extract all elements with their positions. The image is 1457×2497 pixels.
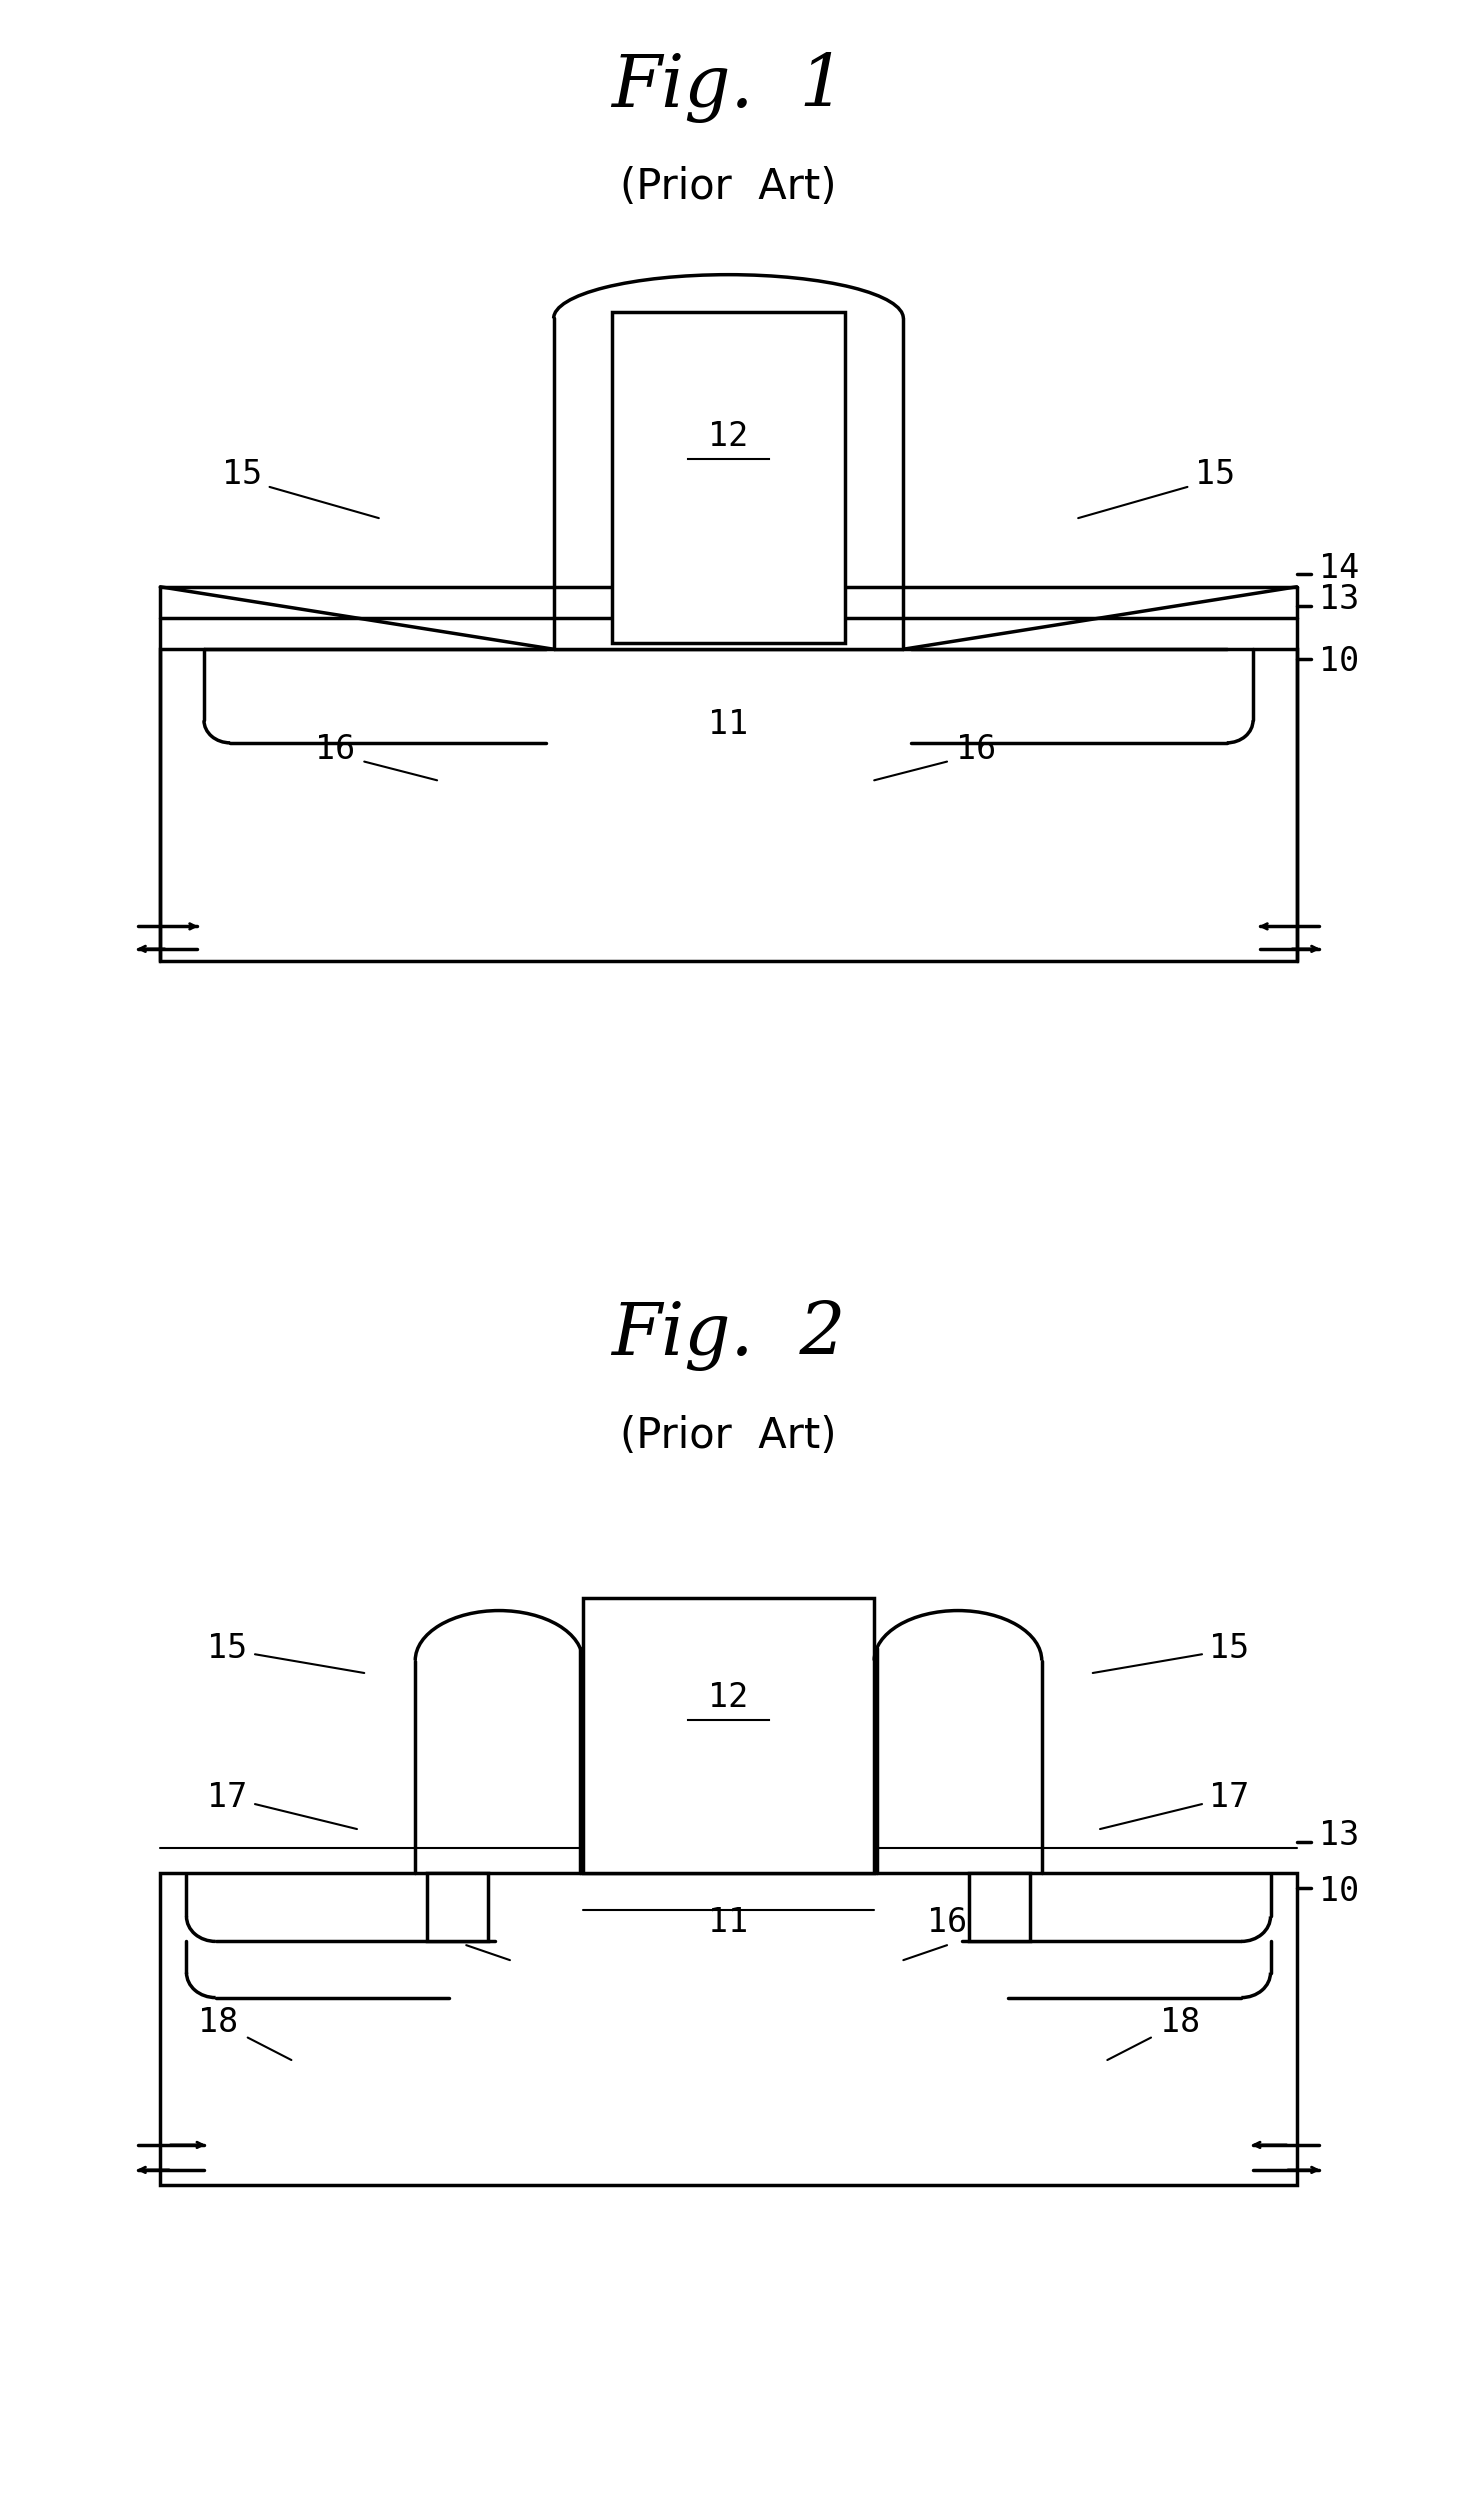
Polygon shape	[969, 1873, 1030, 1943]
Text: 12: 12	[708, 419, 749, 454]
Text: 15: 15	[221, 457, 262, 492]
Text: 16: 16	[446, 1905, 487, 1940]
Text: 18: 18	[198, 2005, 239, 2040]
Text: 12: 12	[708, 1680, 749, 1715]
Text: 11: 11	[708, 707, 749, 742]
Polygon shape	[160, 649, 1297, 961]
Text: 15: 15	[1209, 1631, 1250, 1665]
Text: (Prior  Art): (Prior Art)	[621, 1416, 836, 1456]
Text: 13: 13	[1319, 1818, 1359, 1853]
Polygon shape	[554, 317, 903, 649]
Text: 11: 11	[708, 1905, 749, 1940]
Text: 16: 16	[315, 732, 356, 767]
Polygon shape	[583, 1598, 874, 1873]
Polygon shape	[612, 312, 845, 642]
Text: 16: 16	[956, 732, 997, 767]
Text: 17: 17	[207, 1780, 248, 1815]
Text: 10: 10	[1319, 1875, 1359, 1908]
Text: 15: 15	[1195, 457, 1236, 492]
Polygon shape	[427, 1873, 488, 1943]
Text: 10: 10	[1319, 644, 1359, 679]
Text: Fig.  1: Fig. 1	[612, 52, 845, 122]
Text: (Prior  Art): (Prior Art)	[621, 167, 836, 207]
Text: 15: 15	[207, 1631, 248, 1665]
Text: 16: 16	[927, 1905, 967, 1940]
Polygon shape	[160, 1873, 1297, 2185]
Text: 18: 18	[1160, 2005, 1201, 2040]
Text: 13: 13	[1319, 582, 1359, 617]
Text: 17: 17	[1209, 1780, 1250, 1815]
Text: Fig.  2: Fig. 2	[612, 1301, 845, 1371]
Text: 14: 14	[1319, 552, 1359, 584]
